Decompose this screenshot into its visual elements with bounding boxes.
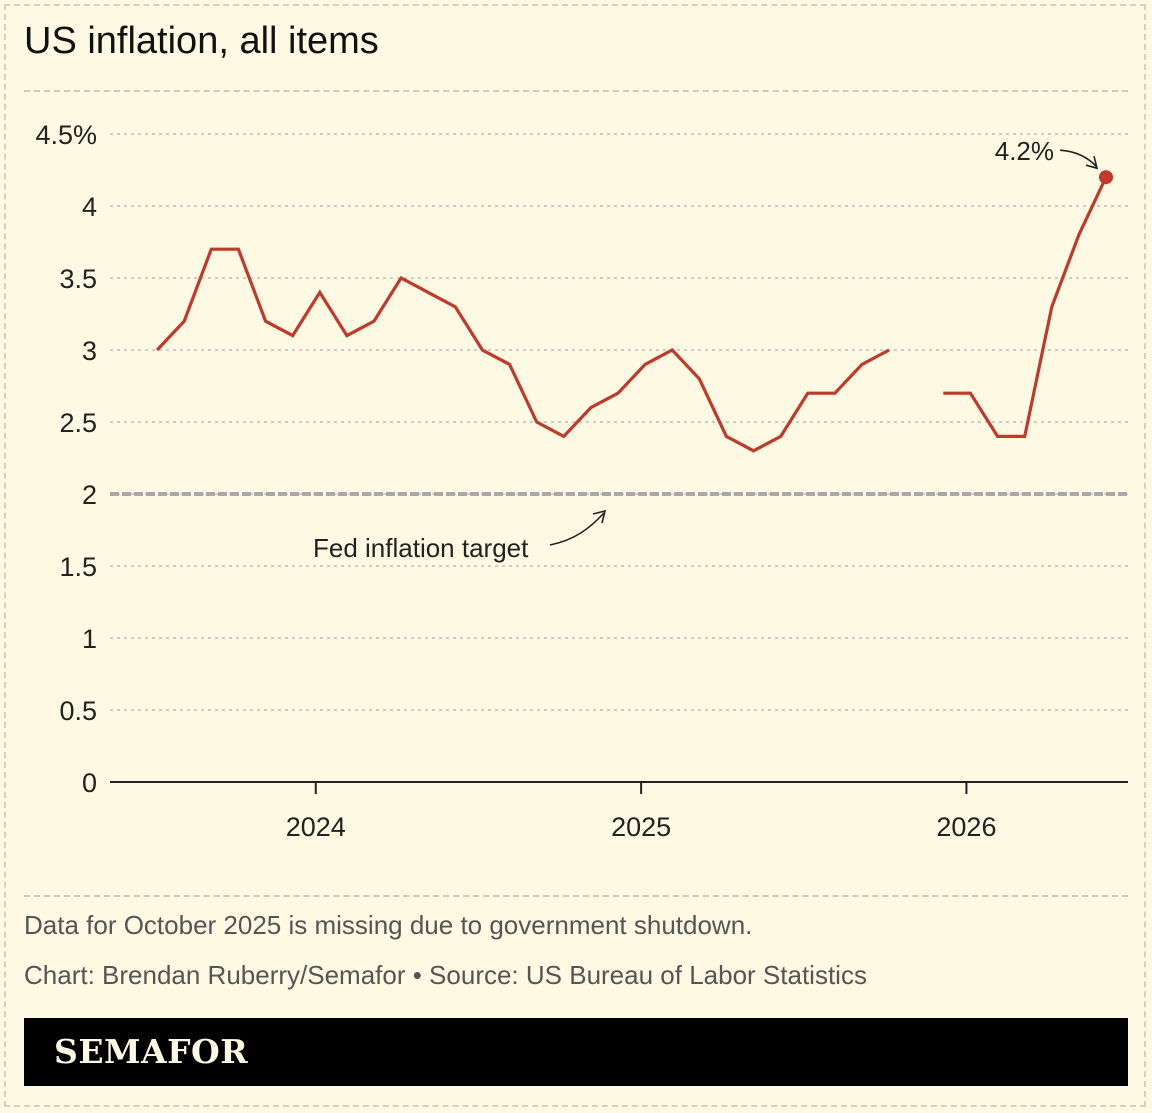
y-tick-label: 3.5: [59, 264, 97, 294]
latest-value-arrowhead: [1085, 156, 1099, 170]
y-tick-label: 2: [82, 480, 97, 510]
series-line-segment: [943, 176, 1108, 438]
source-credit: Chart: Brendan Ruberry/Semafor • Source:…: [24, 960, 867, 990]
y-tick-label: 0: [82, 768, 97, 798]
chart-title: US inflation, all items: [24, 20, 379, 62]
y-tick-label: 1.5: [59, 552, 97, 582]
inflation-series: [155, 176, 1108, 453]
y-tick-label: 2.5: [59, 408, 97, 438]
missing-data-note: Data for October 2025 is missing due to …: [24, 910, 753, 940]
latest-point-marker: [1099, 170, 1113, 185]
y-tick-label: 4: [82, 192, 97, 222]
brand-bar: SEMAFOR: [24, 1018, 1128, 1086]
y-tick-label: 4.5%: [35, 120, 97, 150]
bottom-divider: [24, 895, 1128, 897]
latest-annotation: 4.2%: [995, 136, 1113, 185]
fed-target-arrow: [549, 512, 605, 546]
latest-value-label: 4.2%: [995, 136, 1054, 166]
grid-lines: [110, 133, 1128, 711]
y-tick-label: 1: [82, 624, 97, 654]
x-tick-label: 2025: [611, 812, 671, 842]
y-tick-label: 0.5: [59, 696, 97, 726]
x-tick-label: 2026: [936, 812, 996, 842]
y-axis-labels: 0 0.5 1 1.5 2 2.5 3 3.5 4 4.5%: [35, 120, 97, 798]
fed-target-label: Fed inflation target: [313, 533, 529, 563]
y-tick-label: 3: [82, 336, 97, 366]
latest-value-arrow: [1059, 149, 1098, 168]
x-axis-ticks: 2024 2025 2026: [286, 782, 996, 842]
top-divider: [24, 90, 1128, 92]
series-line-segment: [155, 247, 890, 453]
chart-frame: [4, 4, 1146, 1107]
fed-target-arrowhead: [592, 509, 607, 524]
semafor-logo: SEMAFOR: [54, 1032, 249, 1071]
x-tick-label: 2024: [286, 812, 346, 842]
line-chart: 0 0.5 1 1.5 2 2.5 3 3.5 4 4.5% 2024 2025 2026 Fed i…: [35, 120, 1128, 842]
